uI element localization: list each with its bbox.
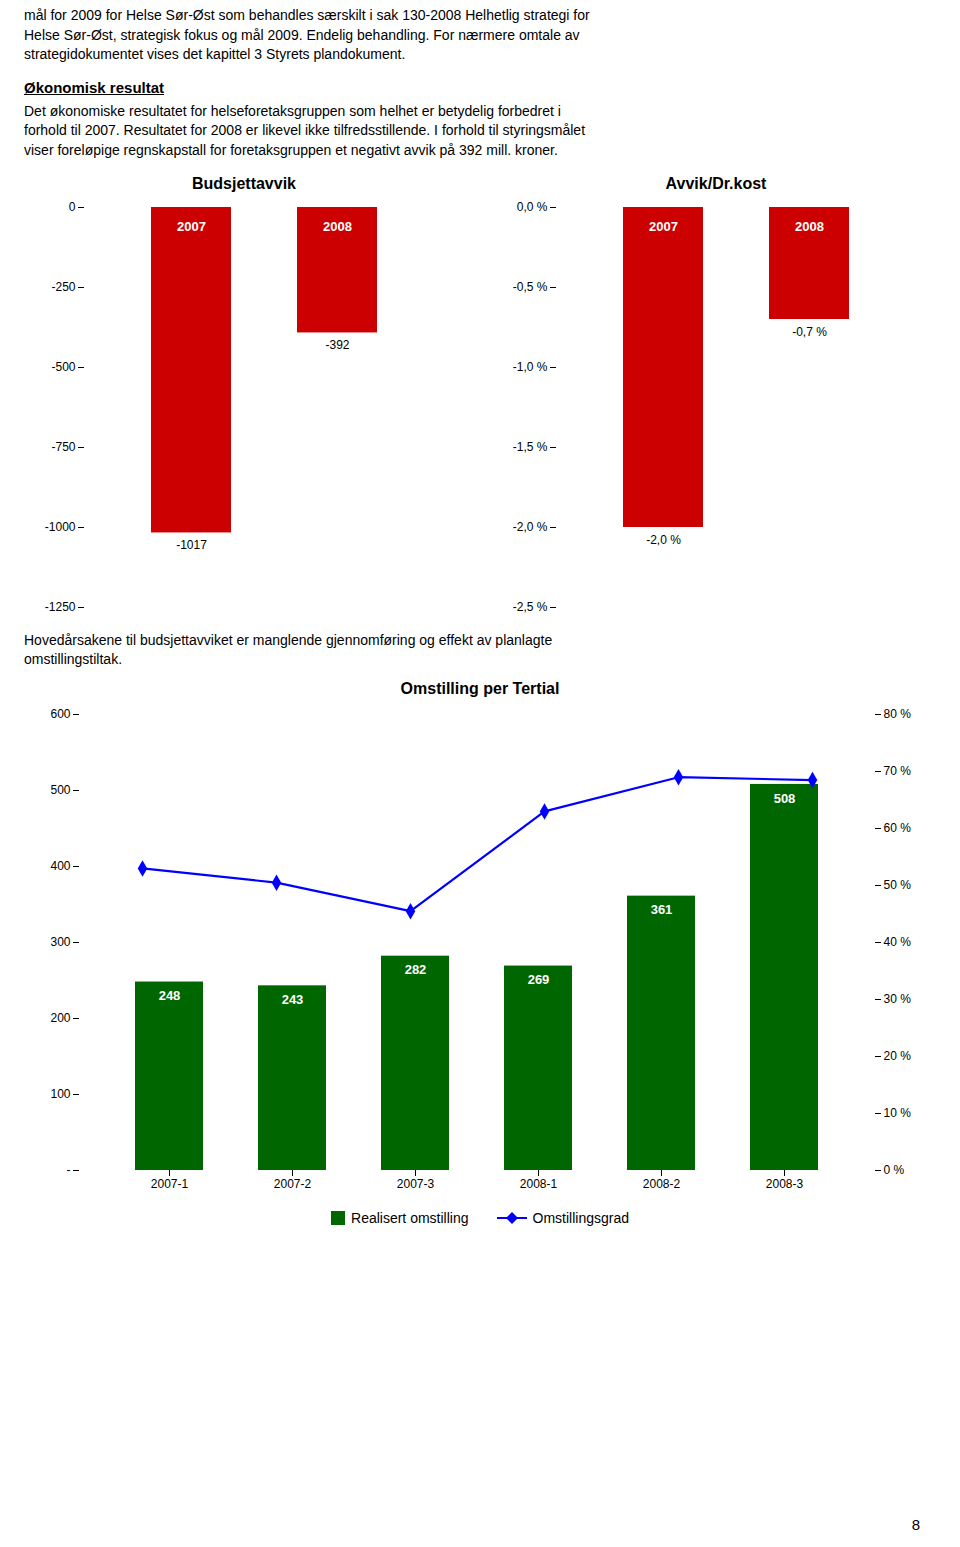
svg-text:2008-2: 2008-2 (643, 1177, 681, 1191)
svg-text:30 %: 30 % (884, 992, 912, 1006)
svg-text:282: 282 (405, 962, 427, 977)
svg-text:2008: 2008 (795, 218, 824, 233)
svg-text:-0,5 %: -0,5 % (513, 280, 548, 294)
html-text:Avvik/Dr.kost: Avvik/Dr.kost (665, 174, 767, 192)
svg-text:-2,0 %: -2,0 % (513, 520, 548, 534)
svg-text:50 %: 50 % (884, 878, 912, 892)
svg-text:2007: 2007 (649, 218, 678, 233)
svg-text:200: 200 (50, 1011, 70, 1025)
svg-text:600: 600 (50, 707, 70, 721)
svg-text:508: 508 (774, 790, 796, 805)
svg-text:2007-2: 2007-2 (274, 1177, 312, 1191)
svg-text:-392: -392 (325, 338, 349, 352)
svg-text:-1017: -1017 (176, 538, 207, 552)
svg-text:-2,5 %: -2,5 % (513, 600, 548, 614)
svg-text:-2,0 %: -2,0 % (646, 533, 681, 547)
svg-text:2008-3: 2008-3 (766, 1177, 804, 1191)
svg-text:361: 361 (651, 902, 673, 917)
svg-text:70 %: 70 % (884, 764, 912, 778)
svg-text:60 %: 60 % (884, 821, 912, 835)
svg-text:400: 400 (50, 859, 70, 873)
svg-text:-750: -750 (51, 440, 75, 454)
svg-text:0,0 %: 0,0 % (517, 200, 548, 214)
svg-text:243: 243 (282, 992, 304, 1007)
html-text:8: 8 (911, 1516, 920, 1533)
svg-text:20 %: 20 % (884, 1049, 912, 1063)
svg-text:2007: 2007 (177, 218, 206, 233)
svg-text:500: 500 (50, 783, 70, 797)
svg-text:-250: -250 (51, 280, 75, 294)
html-text:Hovedårsakene til budsjettavvi: Hovedårsakene til budsjettavviket er man… (24, 631, 553, 668)
html-text:Realisert omstilling: Realisert omstilling (351, 1209, 469, 1226)
svg-text:-1,0 %: -1,0 % (513, 360, 548, 374)
svg-text:0 %: 0 % (884, 1163, 905, 1177)
svg-text:-0,7 %: -0,7 % (792, 325, 827, 339)
svg-text:-1,5 %: -1,5 % (513, 440, 548, 454)
html-text:Det økonomiske resultatet for: Det økonomiske resultatet for helseforet… (24, 102, 585, 158)
svg-text:80 %: 80 % (884, 707, 912, 721)
svg-text:-1000: -1000 (45, 520, 76, 534)
svg-text:100: 100 (50, 1087, 70, 1101)
svg-text:2008-1: 2008-1 (520, 1177, 558, 1191)
svg-text:-500: -500 (51, 360, 75, 374)
svg-text:269: 269 (528, 972, 550, 987)
html-text:Omstilling per Tertial: Omstilling per Tertial (400, 679, 560, 697)
svg-text:0: 0 (69, 200, 76, 214)
svg-text:2008: 2008 (323, 218, 352, 233)
svg-text:10 %: 10 % (884, 1106, 912, 1120)
svg-text:40 %: 40 % (884, 935, 912, 949)
html-text:Omstillingsgrad: Omstillingsgrad (532, 1209, 629, 1226)
svg-text:-1250: -1250 (45, 600, 76, 614)
html-text:mål for 2009 for Helse Sør-Øst: mål for 2009 for Helse Sør-Øst som behan… (24, 7, 590, 63)
html-text:Økonomisk resultat: Økonomisk resultat (24, 78, 164, 96)
svg-text:2007-3: 2007-3 (397, 1177, 435, 1191)
svg-text:248: 248 (159, 988, 181, 1003)
svg-text:-: - (67, 1163, 71, 1177)
svg-text:2007-1: 2007-1 (151, 1177, 189, 1191)
svg-text:300: 300 (50, 935, 70, 949)
html-text:Budsjettavvik: Budsjettavvik (192, 174, 296, 192)
